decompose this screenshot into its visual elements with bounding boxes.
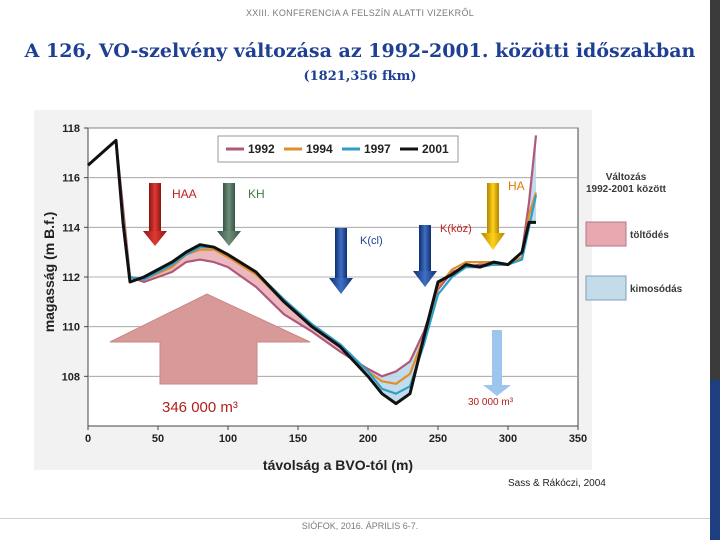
legend-label-1992: 1992: [248, 142, 275, 156]
arrow-label-haa: HAA: [172, 187, 197, 201]
series-line-2001: [87, 138, 536, 406]
change-title-2: 1992-2001 között: [586, 184, 667, 195]
x-tick-label: 100: [219, 433, 237, 445]
legend-label-1997: 1997: [364, 142, 391, 156]
x-tick-label: 250: [429, 433, 447, 445]
section-arrow-kkoz: [413, 225, 437, 287]
x-tick-label: 50: [152, 433, 164, 445]
y-tick-label: 116: [62, 173, 80, 185]
deposition-volume-arrow: [109, 293, 311, 385]
scour-swatch: [585, 275, 627, 301]
deposition-label: töltődés: [630, 230, 669, 241]
slide-subtitle: (1821,356 fkm): [303, 69, 417, 84]
slide-title: A 126, VO-szelvény változása az 1992-200…: [24, 40, 696, 62]
deposition-volume-label: 346 000 m³: [162, 399, 238, 416]
x-tick-label: 200: [359, 433, 377, 445]
footer-divider: [0, 518, 710, 519]
arrow-label-kcl: K(cl): [360, 235, 383, 247]
section-arrow-kcl: [329, 228, 353, 294]
x-axis-label: távolság a BVO-tól (m): [263, 457, 413, 473]
scour-volume-label: 30 000 m³: [468, 397, 514, 408]
y-tick-label: 114: [62, 222, 81, 234]
x-tick-label: 350: [569, 433, 587, 445]
x-tick-label: 0: [85, 433, 91, 445]
source-credit: Sass & Rákóczi, 2004: [508, 478, 606, 489]
scour-volume-arrow: [483, 330, 511, 396]
legend-label-2001: 2001: [422, 142, 449, 156]
x-tick-label: 150: [289, 433, 307, 445]
legend-label-1994: 1994: [306, 142, 333, 156]
footer-text: SIÓFOK, 2016. ÁPRILIS 6-7.: [301, 521, 419, 531]
change-area-segment: [396, 361, 410, 404]
y-tick-label: 110: [62, 322, 80, 334]
x-tick-label: 300: [499, 433, 517, 445]
y-tick-label: 108: [62, 371, 80, 383]
arrow-label-ha: HA: [508, 179, 525, 193]
y-axis-label: magasság (m B.f.): [41, 212, 57, 333]
y-tick-label: 118: [62, 123, 80, 135]
section-arrow-kh: [217, 183, 241, 246]
arrow-label-kkoz: K(köz): [440, 223, 472, 235]
arrow-label-kh: KH: [248, 187, 265, 201]
change-title-1: Változás: [606, 172, 647, 183]
section-arrow-ha: [481, 183, 505, 250]
conference-header: XXIII. KONFERENCIA A FELSZÍN ALATTI VIZE…: [245, 8, 475, 18]
scour-label: kimosódás: [630, 284, 683, 295]
right-edge-accent: [710, 380, 720, 540]
section-arrow-haa: [143, 183, 167, 246]
right-edge-bar: [710, 0, 720, 540]
deposition-swatch: [585, 221, 627, 247]
y-tick-label: 112: [62, 272, 80, 284]
